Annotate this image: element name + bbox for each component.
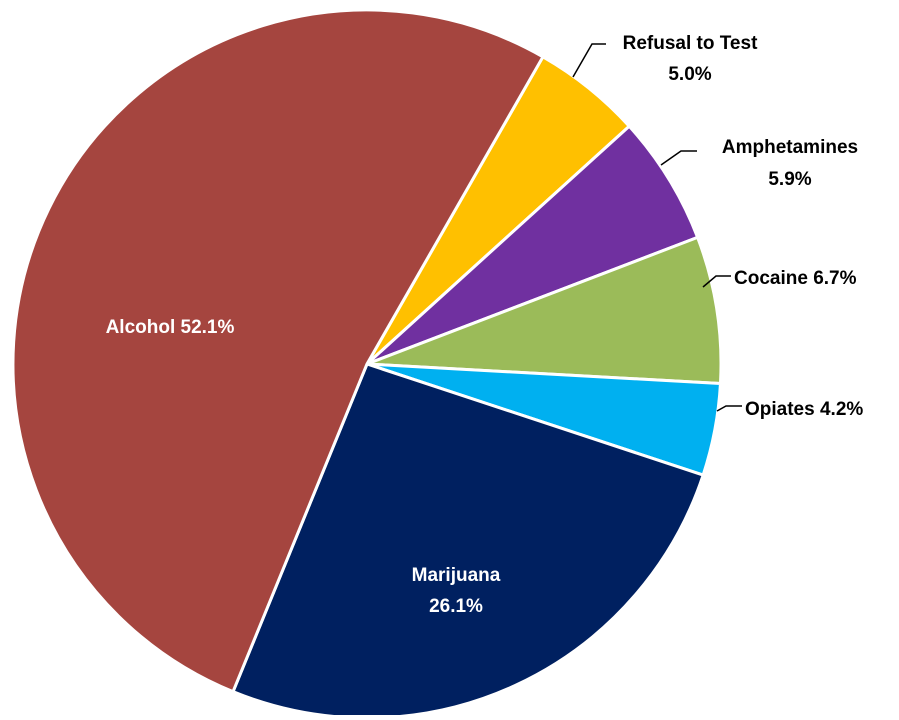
slice-label-amphetamines-name: Amphetamines <box>722 137 858 158</box>
slice-label-opiates: Opiates 4.2% <box>745 399 863 420</box>
leader-line-refusal-to-test <box>572 43 606 78</box>
slice-label-refusal-to-test-name: Refusal to Test <box>623 33 758 54</box>
slice-label-refusal-to-test-value: 5.0% <box>668 64 711 85</box>
leader-line-cocaine <box>702 275 731 288</box>
leader-line-opiates <box>716 405 742 412</box>
labels-layer: Refusal to Test 5.0% Amphetamines 5.9% Cocai… <box>106 33 864 617</box>
pie-slice-amphetamines <box>365 124 700 366</box>
pie-slice-alcohol <box>11 8 545 694</box>
pie-slice-marijuana <box>231 362 705 720</box>
slice-label-cocaine: Cocaine 6.7% <box>734 268 857 289</box>
slice-label-marijuana-name: Marijuana <box>412 565 501 586</box>
slice-label-alcohol: Alcohol 52.1% <box>106 317 235 338</box>
pie-slice-cocaine <box>365 235 723 386</box>
leader-lines-layer <box>572 43 742 412</box>
slice-label-amphetamines-value: 5.9% <box>768 169 811 190</box>
leader-line-amphetamines <box>660 150 697 166</box>
slice-label-marijuana-value: 26.1% <box>429 596 483 617</box>
slices-layer <box>11 8 723 720</box>
